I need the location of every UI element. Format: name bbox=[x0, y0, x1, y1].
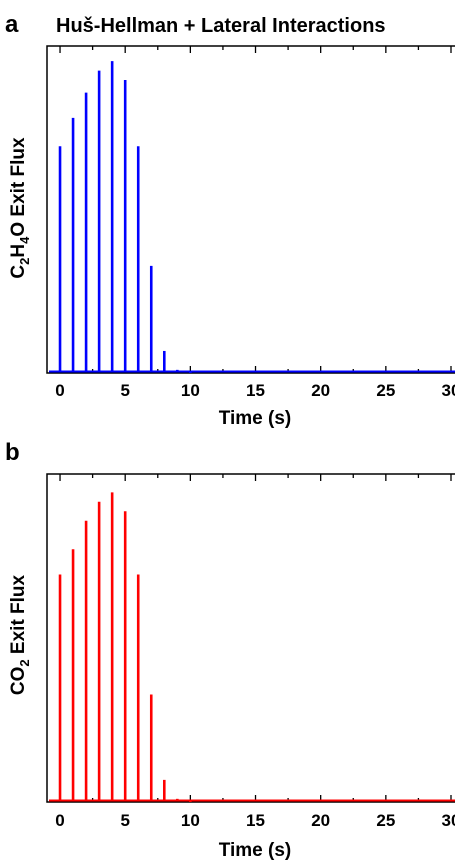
x-tick-label: 15 bbox=[246, 811, 265, 830]
plot-frame bbox=[46, 45, 455, 374]
x-tick-label: 30 bbox=[442, 381, 455, 400]
x-tick-label: 25 bbox=[376, 381, 395, 400]
panel-b-letter: b bbox=[5, 439, 20, 466]
plot-frame bbox=[46, 473, 455, 803]
x-tick-label: 0 bbox=[55, 811, 64, 830]
x-tick-label: 25 bbox=[376, 811, 395, 830]
x-tick-label: 10 bbox=[181, 381, 200, 400]
panel-b-xlabel: Time (s) bbox=[219, 840, 292, 861]
chart-title: Huš-Hellman + Lateral Interactions bbox=[56, 15, 386, 37]
x-tick-label: 10 bbox=[181, 811, 200, 830]
x-tick-label: 20 bbox=[311, 811, 330, 830]
x-tick-label: 0 bbox=[55, 381, 64, 400]
panel-a-plot: 0 5 10 15 20 25 30 bbox=[46, 45, 455, 400]
x-tick-label: 20 bbox=[311, 381, 330, 400]
panel-a-xlabel: Time (s) bbox=[219, 408, 292, 429]
x-tick-label: 30 bbox=[442, 811, 455, 830]
x-tick-label: 5 bbox=[120, 811, 129, 830]
panel-a-letter: a bbox=[5, 11, 19, 38]
x-tick-label: 5 bbox=[120, 381, 129, 400]
panel-b-plot: 0 5 10 15 20 25 30 bbox=[46, 473, 455, 830]
x-tick-label: 15 bbox=[246, 381, 265, 400]
panel-b-ylabel: CO2 Exit Flux bbox=[8, 574, 32, 695]
panel-a-ylabel: C2H4O Exit Flux bbox=[8, 137, 32, 279]
